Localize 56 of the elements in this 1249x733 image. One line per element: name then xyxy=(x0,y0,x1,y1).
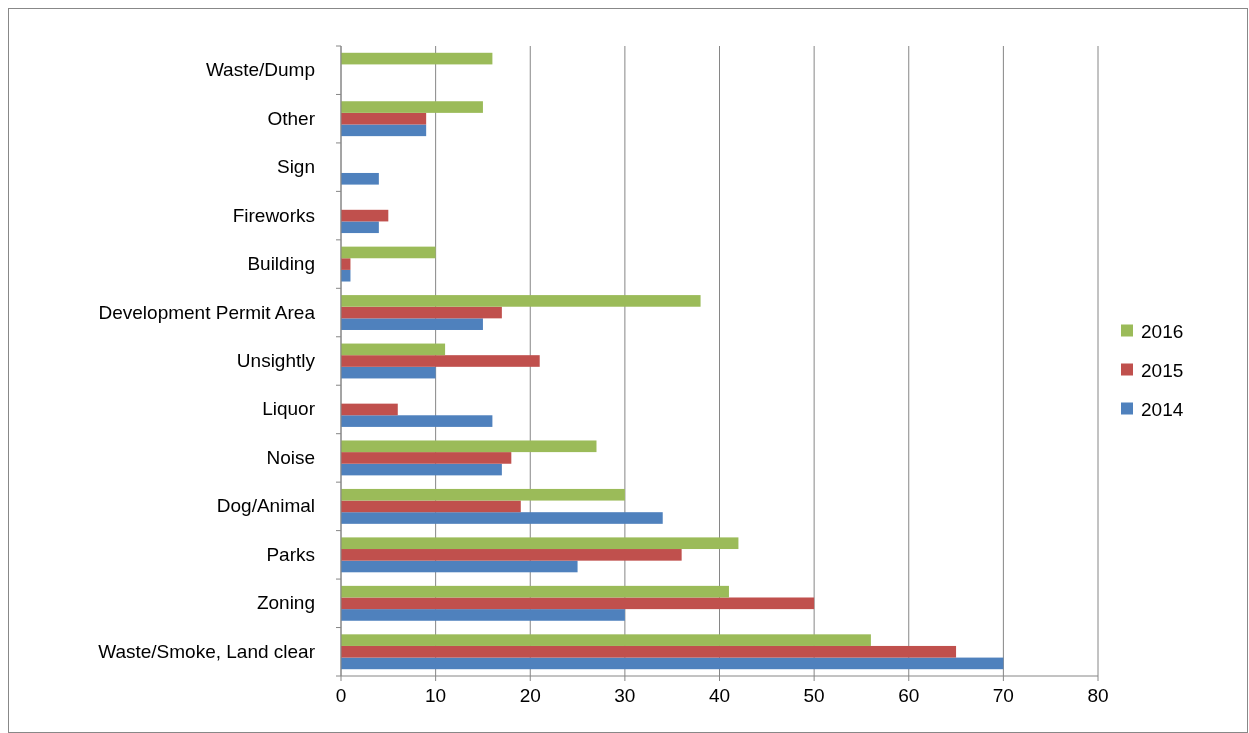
bar xyxy=(341,597,815,610)
y-tick-label: Zoning xyxy=(256,592,315,614)
legend-label: 2014 xyxy=(1141,398,1184,420)
x-tick-label: 50 xyxy=(803,685,825,706)
bar xyxy=(341,124,427,137)
x-tick-label: 0 xyxy=(335,685,347,706)
bar xyxy=(341,355,540,367)
bar xyxy=(341,488,625,501)
y-tick-label: Noise xyxy=(266,446,315,468)
x-tick-label: 30 xyxy=(614,685,636,706)
y-tick-label: Dog/Animal xyxy=(216,495,315,517)
bar xyxy=(341,560,578,573)
bar xyxy=(341,112,427,125)
bar xyxy=(341,366,436,379)
x-tick-label: 20 xyxy=(519,685,541,706)
bar xyxy=(341,306,502,319)
bar xyxy=(341,295,701,307)
bar xyxy=(341,512,663,524)
bar xyxy=(341,549,682,561)
y-tick-label: Parks xyxy=(266,543,315,565)
y-tick-label: Other xyxy=(267,107,316,129)
bar xyxy=(341,609,625,621)
bar xyxy=(341,585,729,598)
bar xyxy=(341,537,739,550)
y-tick-label: Unsightly xyxy=(236,350,316,371)
bar xyxy=(341,452,512,464)
y-tick-label: Waste/Dump xyxy=(205,59,315,81)
bar xyxy=(341,657,1004,670)
bar xyxy=(341,645,957,658)
x-tick-label: 70 xyxy=(992,685,1014,706)
y-tick-label: Building xyxy=(247,253,315,275)
y-tick-label: Sign xyxy=(276,156,315,178)
bar xyxy=(341,172,379,185)
x-tick-label: 60 xyxy=(898,685,920,706)
x-tick-label: 40 xyxy=(708,685,731,706)
bar xyxy=(341,500,521,513)
bar xyxy=(341,209,389,222)
bar xyxy=(341,403,398,416)
x-tick-label: 80 xyxy=(1087,685,1109,706)
bar xyxy=(341,343,446,356)
bar xyxy=(341,52,493,65)
bar xyxy=(341,246,436,259)
x-tick-label: 10 xyxy=(425,685,447,706)
bar xyxy=(341,440,597,453)
legend-label: 2016 xyxy=(1141,320,1184,342)
bar xyxy=(341,634,871,646)
bar xyxy=(341,318,483,330)
bar xyxy=(341,101,483,113)
bar xyxy=(341,221,379,234)
bar xyxy=(341,463,502,476)
y-tick-label: Waste/Smoke, Land clear xyxy=(98,640,316,662)
y-tick-label: Liquor xyxy=(262,398,316,420)
y-tick-label: Fireworks xyxy=(232,204,315,226)
bar xyxy=(341,415,493,427)
legend-label: 2015 xyxy=(1141,359,1184,381)
y-tick-label: Development Permit Area xyxy=(98,301,316,323)
